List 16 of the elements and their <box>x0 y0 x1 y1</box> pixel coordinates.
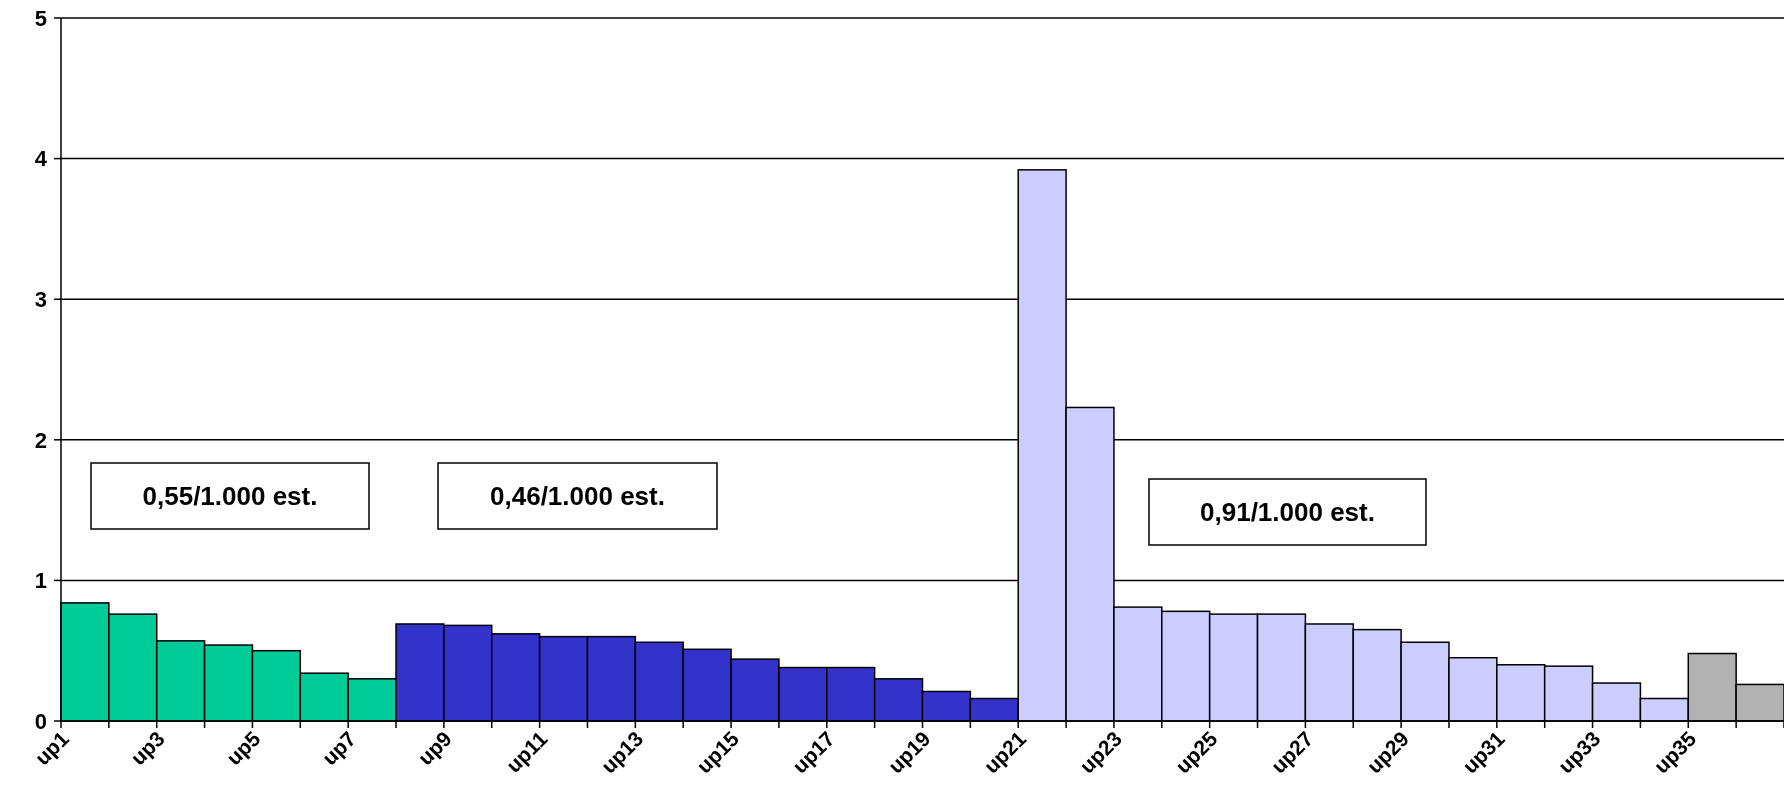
x-tick-label: up9 <box>413 726 456 770</box>
x-tick-label: up5 <box>221 726 265 770</box>
note-box: 0,91/1.000 est. <box>1148 478 1427 546</box>
y-tick-label: 4 <box>34 146 48 172</box>
y-tick-label: 1 <box>34 568 47 594</box>
y-tick-label: 3 <box>34 286 47 312</box>
x-tick-label: up3 <box>126 726 169 770</box>
annotation: 0,46/1.000 est. <box>490 481 665 512</box>
y-tick-label: 5 <box>34 5 47 31</box>
note-box: 0,46/1.000 est. <box>437 462 718 530</box>
y-tick-label: 0 <box>34 708 47 734</box>
annotation: 0,55/1.000 est. <box>142 481 318 512</box>
annotation: 0,91/1.000 est. <box>1200 497 1375 528</box>
note-box: 0,55/1.000 est. <box>90 462 370 530</box>
y-tick-label: 2 <box>34 427 47 453</box>
x-tick-label: up7 <box>317 726 361 770</box>
